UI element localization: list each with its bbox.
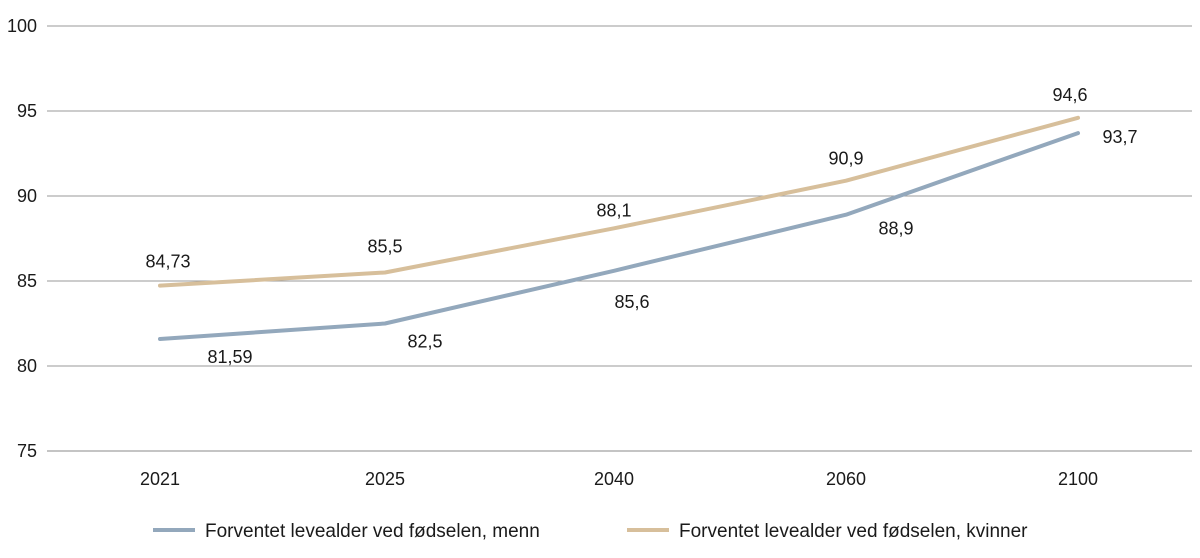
series-lines xyxy=(158,115,1080,341)
data-labels: 81,59 82,5 85,6 88,9 93,7 84,73 85,5 88,1 90,9 94… xyxy=(145,85,1137,367)
legend-label-menn: Forventet levealder ved fødselen, menn xyxy=(205,521,540,542)
x-tick-label: 2060 xyxy=(826,469,866,489)
y-axis: 75 80 85 90 95 100 xyxy=(7,16,37,461)
y-tick-label: 80 xyxy=(17,356,37,376)
x-tick-label: 2021 xyxy=(140,469,180,489)
data-label-menn: 93,7 xyxy=(1102,127,1137,147)
data-label-kvinner: 88,1 xyxy=(596,200,631,220)
legend: Forventet levealder ved fødselen, menn F… xyxy=(153,521,1028,542)
y-tick-label: 75 xyxy=(17,441,37,461)
y-tick-label: 85 xyxy=(17,271,37,291)
data-label-kvinner: 85,5 xyxy=(367,237,402,257)
data-label-menn: 81,59 xyxy=(207,347,252,367)
x-tick-label: 2040 xyxy=(594,469,634,489)
data-label-menn: 82,5 xyxy=(407,332,442,352)
x-tick-label: 2025 xyxy=(365,469,405,489)
y-tick-label: 100 xyxy=(7,16,37,36)
data-label-menn: 88,9 xyxy=(878,219,913,239)
x-axis: 2021 2025 2040 2060 2100 xyxy=(140,469,1098,489)
data-label-kvinner: 94,6 xyxy=(1052,85,1087,105)
data-label-kvinner: 90,9 xyxy=(828,149,863,169)
legend-item-menn: Forventet levealder ved fødselen, menn xyxy=(153,521,540,542)
legend-item-kvinner: Forventet levealder ved fødselen, kvinne… xyxy=(627,521,1028,542)
y-tick-label: 90 xyxy=(17,186,37,206)
data-label-menn: 85,6 xyxy=(614,292,649,312)
legend-label-kvinner: Forventet levealder ved fødselen, kvinne… xyxy=(679,521,1028,542)
x-tick-label: 2100 xyxy=(1058,469,1098,489)
y-tick-label: 95 xyxy=(17,101,37,121)
gridlines xyxy=(47,25,1192,452)
data-label-kvinner: 84,73 xyxy=(145,252,190,272)
